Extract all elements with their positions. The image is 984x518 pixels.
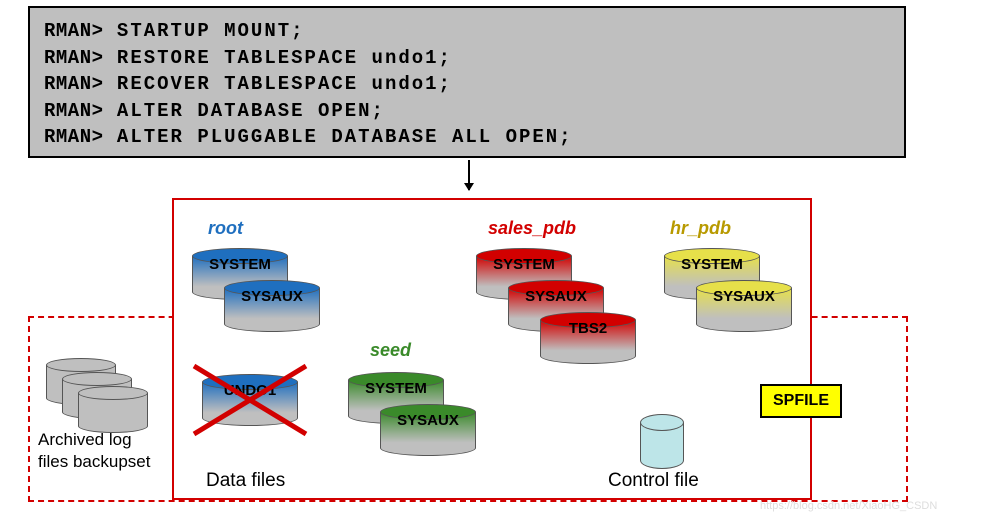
cylinder-sysaux: SYSAUX	[224, 280, 320, 332]
terminal-line: RMAN> RESTORE TABLESPACE undo1;	[44, 45, 890, 72]
prompt-text: RMAN>	[44, 73, 104, 95]
archived-log-label-1: Archived log	[38, 430, 132, 450]
cylinder-undo1: UNDO1	[202, 374, 298, 426]
cylinder-label: SYSAUX	[380, 412, 476, 429]
cylinder-archive	[78, 386, 148, 433]
archived-log-label-2: files backupset	[38, 452, 150, 472]
command-text: ALTER DATABASE OPEN;	[104, 100, 385, 122]
prompt-text: RMAN>	[44, 100, 104, 122]
control-file-label: Control file	[608, 470, 699, 492]
watermark-text: https://blog.csdn.net/XiaoHG_CSDN	[760, 500, 937, 512]
prompt-text: RMAN>	[44, 126, 104, 148]
cylinder-sysaux: SYSAUX	[696, 280, 792, 332]
arrow-down-icon	[468, 160, 470, 190]
command-text: RESTORE TABLESPACE undo1;	[104, 47, 452, 69]
terminal-line: RMAN> RECOVER TABLESPACE undo1;	[44, 71, 890, 98]
cylinder-label: SYSAUX	[508, 288, 604, 305]
command-text: ALTER PLUGGABLE DATABASE ALL OPEN;	[104, 126, 573, 148]
cylinder-label: SYSTEM	[192, 256, 288, 273]
data-files-label: Data files	[206, 470, 285, 492]
command-text: RECOVER TABLESPACE undo1;	[104, 73, 452, 95]
command-terminal: RMAN> STARTUP MOUNT;RMAN> RESTORE TABLES…	[28, 6, 906, 158]
seed-label: seed	[370, 340, 411, 361]
hr-pdb-label: hr_pdb	[670, 218, 731, 239]
cylinder-control	[640, 414, 684, 469]
cylinder-label: TBS2	[540, 320, 636, 337]
prompt-text: RMAN>	[44, 20, 104, 42]
cylinder-label: SYSAUX	[224, 288, 320, 305]
cylinder-label: SYSTEM	[348, 380, 444, 397]
cylinder-tbs2: TBS2	[540, 312, 636, 364]
spfile-box: SPFILE	[760, 384, 842, 418]
database-container-box	[172, 198, 812, 500]
cylinder-sysaux: SYSAUX	[380, 404, 476, 456]
sales-pdb-label: sales_pdb	[488, 218, 576, 239]
cylinder-label: UNDO1	[202, 382, 298, 399]
cylinder-label: SYSAUX	[696, 288, 792, 305]
cylinder-label: SYSTEM	[476, 256, 572, 273]
command-text: STARTUP MOUNT;	[104, 20, 305, 42]
terminal-line: RMAN> STARTUP MOUNT;	[44, 18, 890, 45]
cylinder-label: SYSTEM	[664, 256, 760, 273]
root-label: root	[208, 218, 243, 239]
terminal-line: RMAN> ALTER DATABASE OPEN;	[44, 98, 890, 125]
prompt-text: RMAN>	[44, 47, 104, 69]
terminal-line: RMAN> ALTER PLUGGABLE DATABASE ALL OPEN;	[44, 124, 890, 151]
